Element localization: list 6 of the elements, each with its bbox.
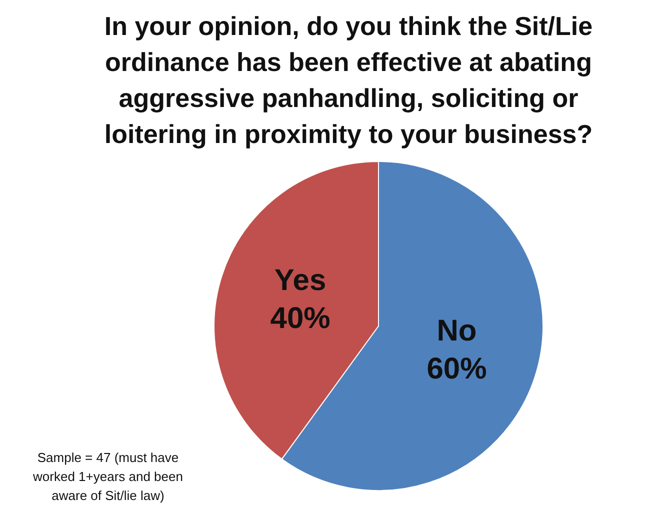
text: Sample = 47 (must have worked 1+years and been aware of Sit/lie law) bbox=[32, 449, 184, 505]
data-label: 40% bbox=[270, 302, 330, 335]
data-label: 60% bbox=[426, 352, 487, 386]
chart-title: In your opinion, do you think the Sit/Lie ordinance has been effective at abating aggressive panhandling, soliciting or loitering in proximity to your business? bbox=[103, 10, 594, 151]
slice-label: No bbox=[436, 314, 477, 348]
slice-label: Yes bbox=[274, 264, 326, 297]
